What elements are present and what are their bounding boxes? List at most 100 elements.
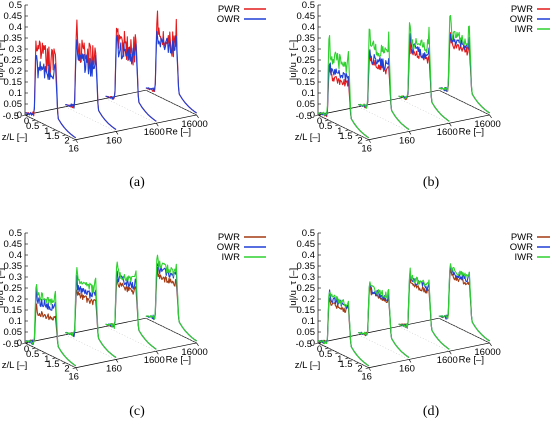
right-edge-line bbox=[145, 89, 197, 116]
y-tick-label: 0.1 bbox=[9, 316, 22, 327]
y-tick-label: 0.45 bbox=[297, 11, 316, 22]
chart-panel-b: 00.050.10.150.20.250.30.350.40.450.5|u|/… bbox=[288, 0, 550, 190]
z-tick-mark bbox=[355, 362, 359, 365]
z-tick-mark bbox=[32, 347, 36, 350]
series-line-iwr-re-1600 bbox=[398, 267, 450, 350]
y-tick-label: 0.35 bbox=[4, 261, 23, 272]
y-tick-label: 0.1 bbox=[302, 316, 315, 327]
z-tick-label: -0.5 bbox=[296, 111, 312, 122]
y-tick-label: 0.5 bbox=[302, 0, 315, 11]
legend-label: OWR bbox=[217, 14, 240, 25]
y-tick-label: 0.25 bbox=[297, 283, 316, 294]
y-axis-label: |u|/u_τ [–] bbox=[0, 40, 6, 80]
z-tick-label: 1 bbox=[44, 126, 49, 137]
z-tick-label: 2 bbox=[357, 364, 362, 375]
panel-label: (c) bbox=[129, 404, 145, 419]
floor-grid-line bbox=[105, 326, 157, 352]
floor-grid-line bbox=[145, 317, 197, 344]
y-tick-label: 0.3 bbox=[302, 272, 315, 283]
y-tick-label: 0.2 bbox=[302, 294, 315, 305]
z-tick-mark bbox=[335, 124, 339, 127]
z-tick-label: 1.5 bbox=[46, 359, 59, 370]
z-axis-label: z/L [–] bbox=[2, 360, 28, 371]
z-tick-mark bbox=[62, 134, 66, 137]
z-tick-label: 0.5 bbox=[319, 121, 332, 132]
series-line-pwr-re-16000 bbox=[145, 266, 197, 342]
x-tick-label: 16 bbox=[68, 144, 79, 155]
series-line-iwr-re-160 bbox=[358, 281, 410, 359]
series-line-iwr-re-160 bbox=[65, 266, 117, 359]
x-tick-mark bbox=[408, 359, 412, 363]
panel-label: (b) bbox=[423, 175, 440, 190]
x-tick-mark bbox=[449, 123, 452, 127]
x-tick-label: 16000 bbox=[474, 347, 500, 358]
chart-panel-d: 00.050.10.150.20.250.30.350.40.450.5|u|/… bbox=[288, 228, 550, 419]
x-tick-mark bbox=[115, 359, 119, 363]
z-tick-mark bbox=[21, 342, 26, 345]
y-tick-label: 0.3 bbox=[302, 44, 315, 55]
series-line-owr-re-1600 bbox=[105, 270, 157, 350]
y-axis-label: |u|/u_τ [–] bbox=[288, 40, 299, 80]
z-tick-mark bbox=[32, 119, 36, 122]
z-tick-mark bbox=[72, 139, 76, 142]
z-tick-label: -0.5 bbox=[3, 111, 19, 122]
y-tick-label: 0.15 bbox=[297, 305, 316, 316]
y-tick-label: 0.4 bbox=[9, 22, 22, 33]
series-line-pwr-re-1600 bbox=[105, 27, 157, 122]
floor-grid-line bbox=[438, 317, 490, 344]
z-tick-mark bbox=[42, 124, 46, 127]
series-line-iwr-re-1600 bbox=[398, 22, 450, 122]
x-tick-label: 160 bbox=[399, 363, 415, 374]
floor-grid-line bbox=[24, 114, 76, 140]
floor-grid-line bbox=[105, 98, 157, 124]
x-tick-label: 160 bbox=[106, 135, 122, 146]
y-tick-label: 0 bbox=[17, 110, 22, 121]
series-line-iwr-re-16 bbox=[25, 284, 77, 367]
legend-label: IWR bbox=[515, 24, 534, 35]
y-tick-label: 0 bbox=[310, 338, 315, 349]
x-tick-mark bbox=[75, 139, 78, 143]
legend-label: PWR bbox=[511, 4, 533, 15]
x-tick-mark bbox=[156, 123, 159, 127]
x-axis-line bbox=[24, 89, 146, 116]
z-tick-label: 0.5 bbox=[26, 121, 39, 132]
z-tick-label: 0 bbox=[317, 116, 322, 127]
legend-label: OWR bbox=[510, 242, 533, 253]
panel-label: (d) bbox=[423, 404, 440, 419]
x-tick-label: 16000 bbox=[181, 347, 207, 358]
x-axis-line bbox=[24, 317, 146, 344]
z-tick-mark bbox=[325, 347, 329, 350]
front-edge-line bbox=[75, 114, 197, 141]
x-tick-mark bbox=[196, 114, 199, 119]
z-tick-mark bbox=[355, 134, 359, 137]
y-tick-label: 0.35 bbox=[297, 261, 316, 272]
x-tick-label: 1600 bbox=[144, 127, 165, 138]
legend-label: IWR bbox=[515, 252, 534, 263]
x-axis-line bbox=[317, 317, 439, 344]
legend-label: OWR bbox=[510, 14, 533, 25]
z-tick-label: 0 bbox=[317, 344, 322, 355]
y-tick-label: 0.4 bbox=[302, 22, 315, 33]
z-tick-label: 2 bbox=[357, 136, 362, 147]
z-tick-mark bbox=[335, 352, 339, 355]
series-line-iwr-re-16 bbox=[317, 34, 370, 139]
y-tick-label: 0.45 bbox=[4, 11, 23, 22]
series-line-pwr-re-1600 bbox=[398, 41, 450, 122]
series-line-owr-re-16000 bbox=[145, 262, 197, 342]
z-tick-mark bbox=[314, 342, 319, 345]
z-tick-mark bbox=[365, 367, 369, 370]
z-tick-mark bbox=[42, 352, 46, 355]
z-axis-label: z/L [–] bbox=[2, 132, 28, 143]
series-line-iwr-re-16 bbox=[317, 291, 370, 367]
y-tick-label: 0.35 bbox=[297, 33, 316, 44]
y-tick-label: 0.5 bbox=[302, 228, 315, 239]
series-line-owr-re-160 bbox=[65, 275, 117, 359]
z-tick-label: 1.5 bbox=[46, 131, 59, 142]
floor-grid-line bbox=[145, 89, 197, 116]
x-tick-mark bbox=[115, 131, 119, 135]
series-line-owr-re-160 bbox=[358, 282, 410, 359]
series-line-owr-re-16000 bbox=[438, 267, 490, 342]
legend-label: PWR bbox=[511, 232, 533, 243]
floor-grid-line bbox=[358, 334, 410, 360]
z-tick-mark bbox=[72, 367, 76, 370]
